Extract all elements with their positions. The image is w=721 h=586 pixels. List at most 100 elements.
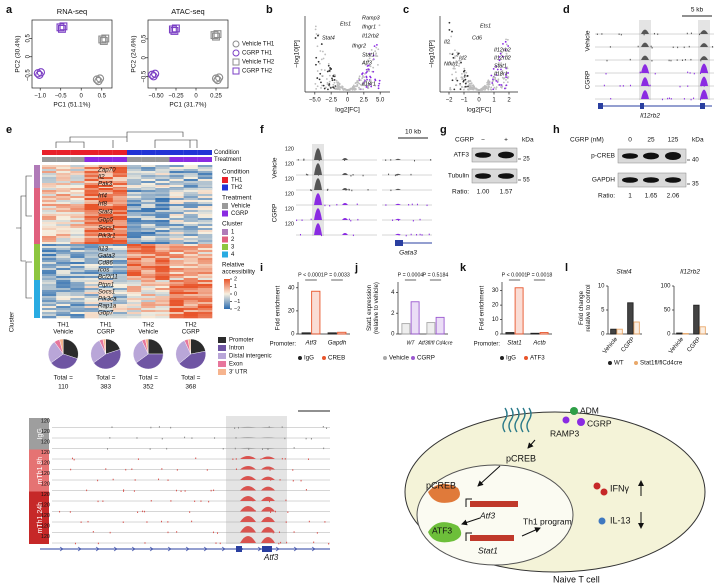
legend-swatch (222, 244, 228, 250)
track-signal (342, 158, 348, 160)
gene-label: Nfkb1 (444, 61, 458, 67)
heatmap-cell (141, 310, 156, 313)
track-noise (657, 33, 659, 35)
pie-slice (93, 349, 121, 370)
y-tick-label: 40 (288, 285, 295, 291)
column-label: Vehicle (53, 329, 74, 336)
background-point (333, 81, 336, 84)
track-noise (137, 458, 139, 460)
heatmap-cell (56, 175, 71, 178)
heatmap-cell (141, 298, 156, 301)
track-noise (392, 219, 394, 221)
heatmap-cell (169, 173, 184, 176)
background-point (453, 57, 456, 59)
heatmap-cell (197, 308, 213, 311)
heatmap-cell (141, 242, 156, 245)
heatmap-cell (42, 220, 57, 223)
heatmap-cell (169, 165, 184, 168)
row-header: Condition (214, 150, 239, 156)
heatmap-cell (169, 256, 184, 259)
heatmap-cell (56, 246, 71, 249)
heatmap-cell (197, 240, 213, 243)
heatmap-cell (183, 302, 199, 305)
heatmap-cell (56, 304, 71, 307)
heatmap-cell (169, 304, 184, 307)
heatmap-cell (70, 226, 85, 229)
background-point (456, 51, 459, 54)
panel-label: b (266, 4, 273, 16)
heatmap-cell (70, 210, 85, 213)
heatmap-cell (84, 310, 99, 313)
heatmap-cell (127, 266, 142, 269)
track-signal (261, 506, 275, 512)
background-point (505, 76, 507, 78)
x-axis-label: PC1 (51.1%) (53, 102, 90, 109)
heatmap-cell (42, 181, 57, 184)
heatmap-cell (155, 188, 170, 191)
heatmap-cell (98, 181, 114, 184)
background-point (368, 70, 371, 73)
x-tick-label: 5.0 (376, 98, 385, 104)
track-noise (69, 511, 71, 513)
strand-arrow (95, 546, 100, 552)
heatmap-cell (98, 270, 114, 273)
track-noise (270, 479, 272, 481)
p-value: P < 0.0001 (298, 272, 324, 278)
track-noise (416, 203, 418, 206)
heatmap-cell (127, 258, 142, 261)
background-point (369, 65, 372, 68)
heatmap-cell (155, 224, 170, 227)
heatmap-cell (197, 314, 213, 317)
heatmap-cell (169, 220, 184, 223)
heatmap-cell (42, 165, 57, 168)
heatmap-cell (183, 167, 199, 170)
heatmap-cell (155, 290, 170, 293)
background-point (492, 76, 495, 79)
heatmap-cell (183, 250, 199, 253)
background-point (327, 88, 329, 91)
heatmap-cell (42, 258, 57, 261)
track-noise (405, 234, 407, 237)
track-noise (142, 510, 144, 513)
heatmap-cell (141, 252, 156, 255)
background-point (472, 84, 475, 87)
heatmap-cell (56, 171, 71, 174)
heatmap-cell (141, 212, 156, 215)
heatmap-cell (112, 194, 128, 197)
heatmap-cell (56, 310, 71, 313)
heatmap-cell (127, 181, 142, 184)
heatmap-cell (84, 185, 99, 188)
background-point (459, 83, 462, 86)
heatmap-cell (197, 192, 213, 195)
heatmap-cell (42, 294, 57, 297)
track-group-label: Vehicle (272, 157, 279, 178)
heatmap-cell (112, 312, 128, 315)
bar (633, 321, 640, 335)
heatmap-cell (169, 306, 184, 309)
heatmap-cell (197, 173, 213, 176)
legend-label: Vehicle TH1 (242, 42, 275, 48)
heatmap-cell (42, 282, 57, 285)
heatmap-cell (197, 252, 213, 255)
background-point (468, 82, 471, 85)
y-tick-label: 0.5 (26, 34, 32, 43)
heatmap-cell (42, 183, 57, 186)
panel-label: e (6, 124, 12, 136)
heatmap-cell (42, 204, 57, 207)
gene-label: Zap70 (97, 167, 116, 174)
heatmap-cell (155, 280, 170, 283)
track-noise (213, 489, 215, 492)
heatmap-cell (56, 296, 71, 299)
heatmap-cell (56, 274, 71, 277)
track-signal (342, 218, 348, 220)
heatmap-cell (112, 270, 128, 273)
track-signal (314, 178, 322, 190)
heatmap-cell (183, 252, 199, 255)
background-point (466, 88, 469, 91)
background-point (316, 77, 319, 79)
heatmap-cell (169, 310, 184, 313)
heatmap-cell (183, 198, 199, 201)
heatmap-cell (42, 169, 57, 172)
track-noise (167, 521, 169, 523)
heatmap-cell (98, 230, 114, 233)
